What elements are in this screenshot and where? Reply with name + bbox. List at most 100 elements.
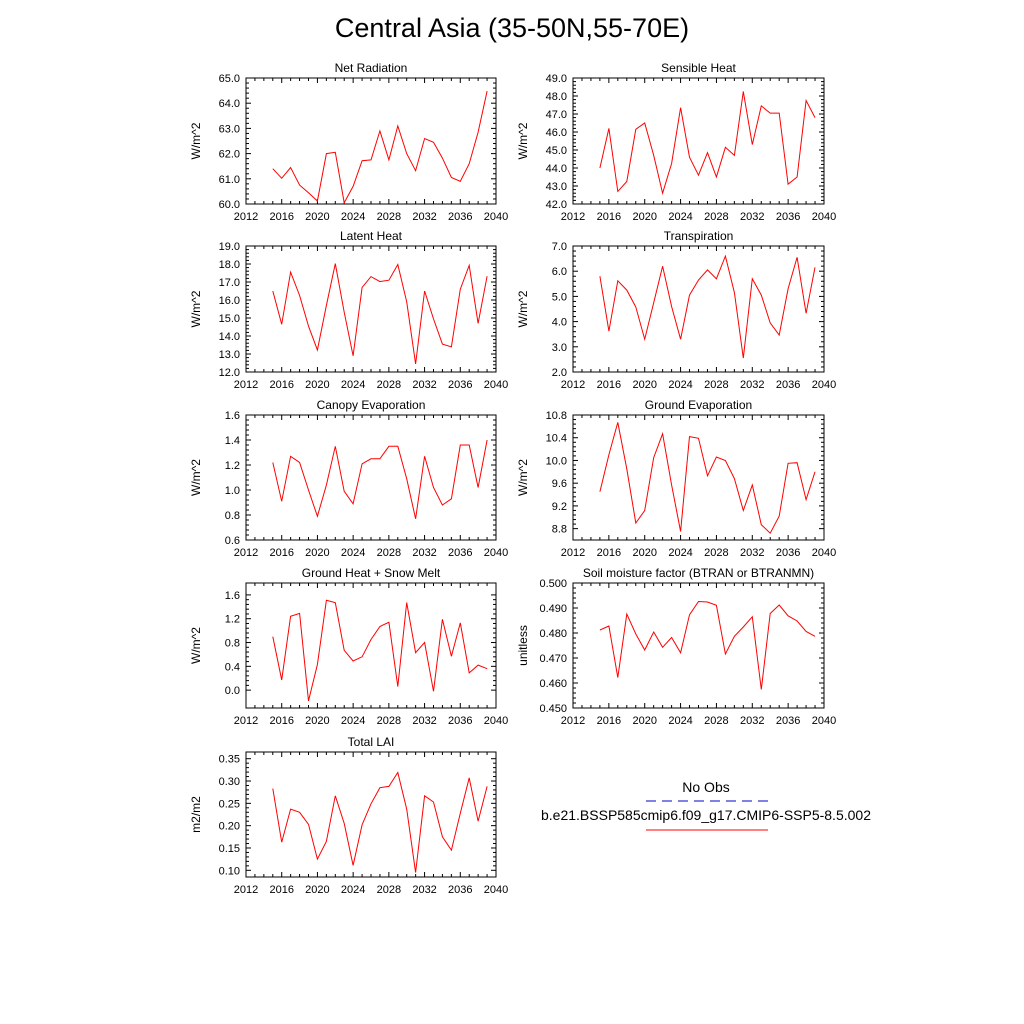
- x-tick-label: 2028: [377, 884, 401, 896]
- x-tick-label: 2028: [377, 715, 401, 727]
- series-line: [272, 771, 488, 873]
- y-tick-label: 0.0: [225, 685, 240, 697]
- y-tick-label: 42.0: [546, 199, 567, 211]
- x-tick-label: 2024: [668, 715, 692, 727]
- series-line: [272, 599, 488, 702]
- x-tick-label: 2032: [740, 211, 764, 223]
- y-axis-label: m2/m2: [189, 796, 203, 833]
- series-line: [599, 600, 816, 690]
- x-tick-label: 2020: [305, 211, 329, 223]
- y-axis-label: W/m^2: [516, 290, 530, 327]
- x-tick-label: 2024: [668, 211, 692, 223]
- y-tick-label: 9.2: [552, 501, 567, 513]
- y-tick-label: 10.0: [546, 455, 567, 467]
- y-tick-label: 19.0: [219, 241, 240, 253]
- y-tick-label: 0.460: [539, 678, 567, 690]
- x-tick-label: 2020: [305, 884, 329, 896]
- x-tick-label: 2028: [377, 211, 401, 223]
- panel-4: Transpiration W/m^2 2012 2016 2020 2024 2028 20…: [516, 229, 836, 391]
- x-tick-label: 2028: [704, 547, 728, 559]
- y-tick-label: 0.4: [225, 661, 240, 673]
- x-tick-label: 2020: [632, 547, 656, 559]
- x-tick-label: 2032: [412, 211, 436, 223]
- y-tick-label: 7.0: [552, 241, 567, 253]
- plot-frame: [572, 245, 825, 373]
- x-tick-label: 2032: [412, 884, 436, 896]
- panel-5: Canopy Evaporation W/m^2 2012 2016 2020 2024 2…: [189, 398, 508, 559]
- y-tick-label: 0.10: [219, 865, 240, 877]
- x-tick-label: 2024: [668, 379, 692, 391]
- panel-2: Sensible Heat W/m^2 2012 2016 2020 2024 2028 20…: [516, 61, 836, 223]
- y-axis-label: unitless: [516, 625, 530, 666]
- y-tick-label: 0.30: [219, 776, 240, 788]
- y-axis-label: W/m^2: [189, 290, 203, 327]
- y-tick-label: 65.0: [219, 73, 240, 85]
- x-tick-label: 2012: [561, 547, 585, 559]
- x-tick-label: 2036: [448, 547, 472, 559]
- x-tick-label: 2040: [812, 547, 836, 559]
- x-tick-label: 2016: [269, 547, 293, 559]
- x-tick-label: 2016: [269, 379, 293, 391]
- panel-title: Sensible Heat: [661, 61, 736, 75]
- x-tick-label: 2028: [704, 379, 728, 391]
- x-tick-label: 2040: [484, 715, 508, 727]
- y-axis-label: W/m^2: [189, 459, 203, 496]
- y-tick-label: 1.6: [225, 590, 240, 602]
- x-tick-label: 2040: [484, 547, 508, 559]
- panel-title: Canopy Evaporation: [317, 398, 426, 412]
- x-tick-label: 2024: [341, 211, 365, 223]
- panel-8: Soil moisture factor (BTRAN or BTRANMN) u…: [516, 566, 836, 727]
- x-tick-label: 2040: [484, 379, 508, 391]
- x-tick-label: 2012: [234, 211, 258, 223]
- x-tick-label: 2040: [812, 715, 836, 727]
- y-tick-label: 3.0: [552, 342, 567, 354]
- y-tick-label: 16.0: [219, 295, 240, 307]
- x-tick-label: 2040: [484, 884, 508, 896]
- series-line: [272, 90, 488, 205]
- plot-frame: [245, 751, 497, 878]
- y-tick-label: 48.0: [546, 91, 567, 103]
- panel-9: Total LAI m2/m2 2012 2016 2020 2024 2028 2032 20…: [189, 735, 508, 896]
- y-axis-label: W/m^2: [189, 627, 203, 664]
- y-tick-label: 0.500: [539, 578, 567, 590]
- plot-frame: [245, 582, 497, 709]
- x-tick-label: 2028: [377, 379, 401, 391]
- legend: No Obs b.e21.BSSP585cmip6.f09_g17.CMIP6-…: [541, 779, 871, 831]
- series-line: [599, 422, 816, 535]
- y-tick-label: 0.450: [539, 703, 567, 715]
- x-tick-label: 2036: [776, 379, 800, 391]
- plot-frame: [245, 77, 497, 205]
- x-tick-label: 2024: [341, 715, 365, 727]
- y-tick-label: 0.470: [539, 653, 567, 665]
- y-axis-label: W/m^2: [516, 459, 530, 496]
- y-tick-label: 60.0: [219, 199, 240, 211]
- plot-frame: [245, 414, 497, 541]
- y-tick-label: 0.20: [219, 821, 240, 833]
- x-tick-label: 2028: [704, 715, 728, 727]
- x-tick-label: 2036: [448, 884, 472, 896]
- x-tick-label: 2016: [597, 715, 621, 727]
- y-tick-label: 0.490: [539, 603, 567, 615]
- series-line: [272, 439, 488, 519]
- x-tick-label: 2020: [305, 715, 329, 727]
- series-line: [599, 91, 816, 196]
- x-tick-label: 2012: [234, 547, 258, 559]
- x-tick-label: 2016: [597, 211, 621, 223]
- y-tick-label: 18.0: [219, 259, 240, 271]
- x-tick-label: 2040: [484, 211, 508, 223]
- x-tick-label: 2016: [269, 211, 293, 223]
- y-tick-label: 0.480: [539, 628, 567, 640]
- series-line: [272, 263, 488, 364]
- y-tick-label: 47.0: [546, 109, 567, 121]
- y-tick-label: 44.0: [546, 163, 567, 175]
- y-tick-label: 1.2: [225, 614, 240, 626]
- x-tick-label: 2012: [234, 884, 258, 896]
- panel-title: Soil moisture factor (BTRAN or BTRANMN): [583, 566, 814, 580]
- y-tick-label: 0.25: [219, 798, 240, 810]
- x-tick-label: 2036: [448, 715, 472, 727]
- x-tick-label: 2036: [776, 211, 800, 223]
- y-tick-label: 0.15: [219, 843, 240, 855]
- panel-6: Ground Evaporation W/m^2 2012 2016 2020 2024 2…: [516, 398, 836, 559]
- panel-title: Net Radiation: [335, 61, 408, 75]
